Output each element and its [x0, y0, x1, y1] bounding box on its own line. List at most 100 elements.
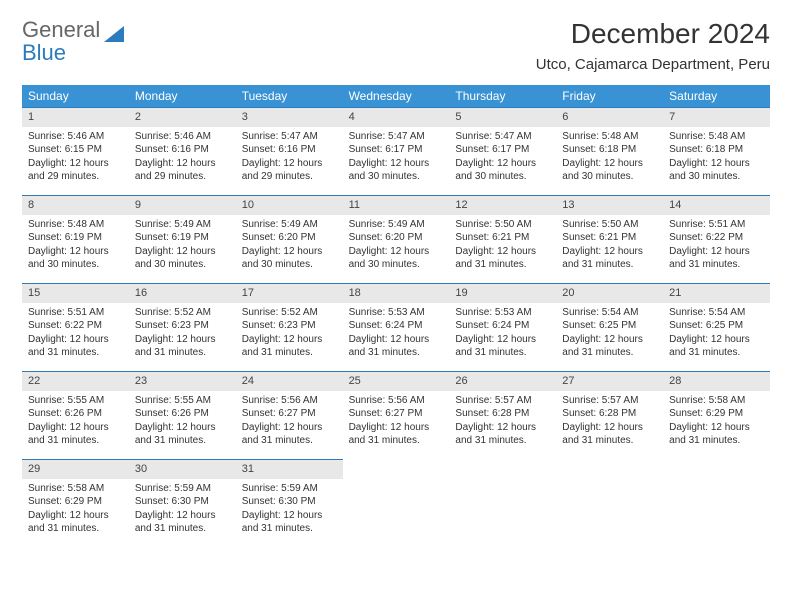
weekday-label: Saturday — [663, 85, 770, 107]
sunset-line: Sunset: 6:15 PM — [28, 143, 123, 157]
day-number: 27 — [556, 371, 663, 391]
day-number: 2 — [129, 107, 236, 127]
calendar-cell: 1Sunrise: 5:46 AMSunset: 6:15 PMDaylight… — [22, 107, 129, 195]
calendar-cell: 18Sunrise: 5:53 AMSunset: 6:24 PMDayligh… — [343, 283, 450, 371]
calendar-cell: 11 Sunrise: 5:49 AMSunset: 6:20 PMDayligh… — [343, 195, 450, 283]
day-number: 21 — [663, 283, 770, 303]
day-number: 6 — [556, 107, 663, 127]
sunset-line: Sunset: 6:27 PM — [242, 407, 337, 421]
day-number: 26 — [449, 371, 556, 391]
sunrise-line: Sunrise: 5:48 AM — [669, 130, 764, 144]
calendar-cell: 27Sunrise: 5:57 AMSunset: 6:28 PMDayligh… — [556, 371, 663, 459]
day-details: Sunrise: 5:57 AMSunset: 6:28 PMDaylight:… — [449, 391, 556, 454]
daylight-line: Daylight: 12 hours and 31 minutes. — [455, 245, 550, 272]
calendar-cell: 13Sunrise: 5:50 AMSunset: 6:21 PMDayligh… — [556, 195, 663, 283]
day-details: Sunrise: 5:54 AMSunset: 6:25 PMDaylight:… — [663, 303, 770, 366]
daylight-line: Daylight: 12 hours and 31 minutes. — [28, 509, 123, 536]
day-details: Sunrise: 5:47 AMSunset: 6:17 PMDaylight:… — [343, 127, 450, 190]
calendar-cell: 15Sunrise: 5:51 AMSunset: 6:22 PMDayligh… — [22, 283, 129, 371]
calendar-cell: 19Sunrise: 5:53 AMSunset: 6:24 PMDayligh… — [449, 283, 556, 371]
day-details: Sunrise: 5:52 AMSunset: 6:23 PMDaylight:… — [236, 303, 343, 366]
calendar-cell: 23Sunrise: 5:55 AMSunset: 6:26 PMDayligh… — [129, 371, 236, 459]
sunrise-line: Sunrise: 5:58 AM — [28, 482, 123, 496]
sunrise-line: Sunrise: 5:51 AM — [669, 218, 764, 232]
daylight-line: Daylight: 12 hours and 30 minutes. — [135, 245, 230, 272]
daylight-line: Daylight: 12 hours and 31 minutes. — [669, 245, 764, 272]
calendar-cell: 17Sunrise: 5:52 AMSunset: 6:23 PMDayligh… — [236, 283, 343, 371]
sunset-line: Sunset: 6:25 PM — [669, 319, 764, 333]
calendar-cell: 7Sunrise: 5:48 AMSunset: 6:18 PMDaylight… — [663, 107, 770, 195]
daylight-line: Daylight: 12 hours and 31 minutes. — [28, 421, 123, 448]
calendar-cell: 12Sunrise: 5:50 AMSunset: 6:21 PMDayligh… — [449, 195, 556, 283]
day-number: 22 — [22, 371, 129, 391]
sunrise-line: Sunrise: 5:56 AM — [242, 394, 337, 408]
sunset-line: Sunset: 6:17 PM — [455, 143, 550, 157]
day-number: 9 — [129, 195, 236, 215]
daylight-line: Daylight: 12 hours and 30 minutes. — [242, 245, 337, 272]
daylight-line: Daylight: 12 hours and 29 minutes. — [28, 157, 123, 184]
daylight-line: Daylight: 12 hours and 31 minutes. — [349, 333, 444, 360]
weekday-label: Monday — [129, 85, 236, 107]
sunset-line: Sunset: 6:30 PM — [135, 495, 230, 509]
header-row: General Blue December 2024 Utco, Cajamar… — [22, 18, 770, 81]
daylight-line: Daylight: 12 hours and 31 minutes. — [669, 421, 764, 448]
sunrise-line: Sunrise: 5:49 AM — [349, 218, 444, 232]
sunrise-line: Sunrise: 5:58 AM — [669, 394, 764, 408]
sunset-line: Sunset: 6:26 PM — [135, 407, 230, 421]
sunrise-line: Sunrise: 5:48 AM — [28, 218, 123, 232]
daylight-line: Daylight: 12 hours and 31 minutes. — [242, 509, 337, 536]
daylight-line: Daylight: 12 hours and 31 minutes. — [135, 509, 230, 536]
day-details: Sunrise: 5:46 AMSunset: 6:15 PMDaylight:… — [22, 127, 129, 190]
day-details: Sunrise: 5:55 AMSunset: 6:26 PMDaylight:… — [129, 391, 236, 454]
sunrise-line: Sunrise: 5:51 AM — [28, 306, 123, 320]
weekday-label: Thursday — [449, 85, 556, 107]
calendar-cell: 25Sunrise: 5:56 AMSunset: 6:27 PMDayligh… — [343, 371, 450, 459]
sunset-line: Sunset: 6:23 PM — [242, 319, 337, 333]
daylight-line: Daylight: 12 hours and 31 minutes. — [455, 333, 550, 360]
calendar-cell: 31Sunrise: 5:59 AMSunset: 6:30 PMDayligh… — [236, 459, 343, 547]
sunset-line: Sunset: 6:24 PM — [455, 319, 550, 333]
calendar-cell: 2Sunrise: 5:46 AMSunset: 6:16 PMDaylight… — [129, 107, 236, 195]
calendar-cell: 16Sunrise: 5:52 AMSunset: 6:23 PMDayligh… — [129, 283, 236, 371]
day-number: 25 — [343, 371, 450, 391]
calendar-cell: 4Sunrise: 5:47 AMSunset: 6:17 PMDaylight… — [343, 107, 450, 195]
daylight-line: Daylight: 12 hours and 29 minutes. — [135, 157, 230, 184]
sunrise-line: Sunrise: 5:55 AM — [28, 394, 123, 408]
day-details: Sunrise: 5:46 AMSunset: 6:16 PMDaylight:… — [129, 127, 236, 190]
calendar-cell: 26Sunrise: 5:57 AMSunset: 6:28 PMDayligh… — [449, 371, 556, 459]
daylight-line: Daylight: 12 hours and 31 minutes. — [135, 421, 230, 448]
calendar-cell: 29Sunrise: 5:58 AMSunset: 6:29 PMDayligh… — [22, 459, 129, 547]
day-number: 17 — [236, 283, 343, 303]
day-number: 11 — [343, 195, 450, 215]
sunrise-line: Sunrise: 5:50 AM — [562, 218, 657, 232]
daylight-line: Daylight: 12 hours and 31 minutes. — [349, 421, 444, 448]
sunrise-line: Sunrise: 5:55 AM — [135, 394, 230, 408]
sunrise-line: Sunrise: 5:59 AM — [135, 482, 230, 496]
day-number: 28 — [663, 371, 770, 391]
calendar-cell: 14Sunrise: 5:51 AMSunset: 6:22 PMDayligh… — [663, 195, 770, 283]
sunrise-line: Sunrise: 5:57 AM — [455, 394, 550, 408]
sunrise-line: Sunrise: 5:54 AM — [562, 306, 657, 320]
location-line: Utco, Cajamarca Department, Peru — [536, 56, 770, 73]
sunset-line: Sunset: 6:29 PM — [669, 407, 764, 421]
day-details: Sunrise: 5:52 AMSunset: 6:23 PMDaylight:… — [129, 303, 236, 366]
sunset-line: Sunset: 6:23 PM — [135, 319, 230, 333]
sunrise-line: Sunrise: 5:56 AM — [349, 394, 444, 408]
daylight-line: Daylight: 12 hours and 30 minutes. — [669, 157, 764, 184]
weekday-label: Tuesday — [236, 85, 343, 107]
sunrise-line: Sunrise: 5:49 AM — [242, 218, 337, 232]
daylight-line: Daylight: 12 hours and 31 minutes. — [455, 421, 550, 448]
day-details: Sunrise: 5:58 AMSunset: 6:29 PMDaylight:… — [663, 391, 770, 454]
daylight-line: Daylight: 12 hours and 31 minutes. — [135, 333, 230, 360]
day-number: 8 — [22, 195, 129, 215]
sunrise-line: Sunrise: 5:59 AM — [242, 482, 337, 496]
sunset-line: Sunset: 6:20 PM — [349, 231, 444, 245]
daylight-line: Daylight: 12 hours and 30 minutes. — [349, 245, 444, 272]
day-number: 14 — [663, 195, 770, 215]
sunrise-line: Sunrise: 5:47 AM — [349, 130, 444, 144]
calendar-cell: 24Sunrise: 5:56 AMSunset: 6:27 PMDayligh… — [236, 371, 343, 459]
day-number: 4 — [343, 107, 450, 127]
calendar-cell: 20Sunrise: 5:54 AMSunset: 6:25 PMDayligh… — [556, 283, 663, 371]
weekday-label: Sunday — [22, 85, 129, 107]
sunrise-line: Sunrise: 5:53 AM — [455, 306, 550, 320]
